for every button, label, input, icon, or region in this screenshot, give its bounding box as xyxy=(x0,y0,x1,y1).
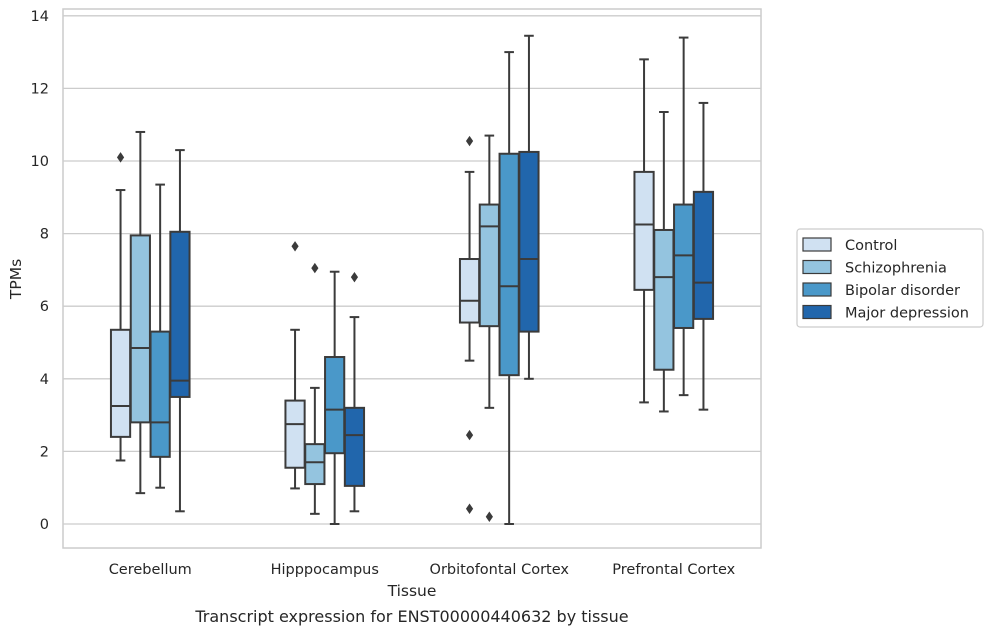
outlier-point xyxy=(311,262,319,274)
outlier-point xyxy=(116,152,125,163)
category-group xyxy=(633,36,715,413)
legend-label: Major depression xyxy=(845,306,969,322)
y-tick-label: 8 xyxy=(40,227,49,243)
box-body xyxy=(284,399,306,469)
box-control xyxy=(633,58,655,404)
box-body xyxy=(109,328,132,438)
outlier-point xyxy=(465,135,474,147)
box-body xyxy=(673,203,695,329)
y-tick-label: 6 xyxy=(40,299,49,315)
x-tick-label: Hipppocampus xyxy=(271,562,379,578)
y-tick-label: 14 xyxy=(31,9,49,25)
box-major-depression xyxy=(692,101,715,411)
y-tick-label: 4 xyxy=(40,372,49,388)
box-body xyxy=(304,443,326,486)
outlier-point xyxy=(350,271,359,283)
box-schizophrenia xyxy=(129,130,151,495)
chart-caption: Transcript expression for ENST0000044063… xyxy=(194,607,628,626)
box-body xyxy=(343,406,366,487)
box-schizophrenia xyxy=(478,134,500,522)
legend-swatch xyxy=(802,304,832,320)
box-control xyxy=(109,152,132,462)
box-body xyxy=(518,150,540,333)
box-body xyxy=(458,258,481,324)
category-group xyxy=(109,130,191,513)
box-body xyxy=(169,230,191,398)
legend-label: Control xyxy=(845,238,897,254)
box-schizophrenia xyxy=(304,262,326,515)
category-group xyxy=(284,241,366,525)
x-axis-label: Tissue xyxy=(387,582,437,600)
box-bipolar-disorder xyxy=(324,270,346,525)
box-body xyxy=(149,330,171,458)
legend-item: Major depression xyxy=(802,304,969,322)
outlier-point xyxy=(291,241,299,252)
box-control xyxy=(458,135,481,514)
legend-item: Schizophrenia xyxy=(802,259,947,277)
plot-frame xyxy=(62,8,762,549)
box-bipolar-disorder xyxy=(149,183,171,489)
y-tick-label: 2 xyxy=(40,444,49,460)
y-tick-label: 0 xyxy=(40,517,49,533)
box-body xyxy=(653,228,675,371)
y-tick-label: 12 xyxy=(31,81,49,97)
legend-frame xyxy=(796,228,984,328)
box-body xyxy=(324,356,346,455)
legend-item: Bipolar disorder xyxy=(802,282,960,299)
x-tick-label: Prefrontal Cortex xyxy=(612,562,735,578)
legend-swatch xyxy=(802,282,832,297)
box-body xyxy=(129,234,151,424)
legend-label: Schizophrenia xyxy=(845,261,947,277)
legend-label: Bipolar disorder xyxy=(845,283,960,299)
box-body xyxy=(692,190,715,320)
plot-boxes xyxy=(109,34,715,525)
x-tick-label: Cerebellum xyxy=(109,562,192,578)
box-body xyxy=(498,152,520,377)
y-axis-ticks: 0 2 4 6 8 10 12 14 xyxy=(31,9,49,533)
x-axis-ticks: Cerebellum Hipppocampus Orbitofontal Corte… xyxy=(109,562,736,578)
box-major-depression xyxy=(518,34,540,380)
box-schizophrenia xyxy=(653,110,675,413)
outlier-point xyxy=(465,429,474,441)
category-group xyxy=(458,34,540,525)
box-bipolar-disorder xyxy=(498,51,520,525)
legend-swatch xyxy=(802,259,832,275)
legend-swatch xyxy=(802,237,832,252)
legend-item: Control xyxy=(802,237,897,254)
box-bipolar-disorder xyxy=(673,36,695,397)
y-tick-label: 10 xyxy=(31,154,49,170)
box-control xyxy=(284,241,306,490)
box-body xyxy=(633,170,655,291)
box-major-depression xyxy=(343,271,366,513)
outlier-point xyxy=(485,511,493,522)
y-axis-label: TPMs xyxy=(7,259,25,300)
outlier-point xyxy=(465,503,474,514)
box-body xyxy=(478,203,500,328)
legend: Control Schizophrenia Bipolar disorder Majo… xyxy=(796,228,984,328)
box-major-depression xyxy=(169,149,191,513)
x-tick-label: Orbitofontal Cortex xyxy=(430,562,570,578)
